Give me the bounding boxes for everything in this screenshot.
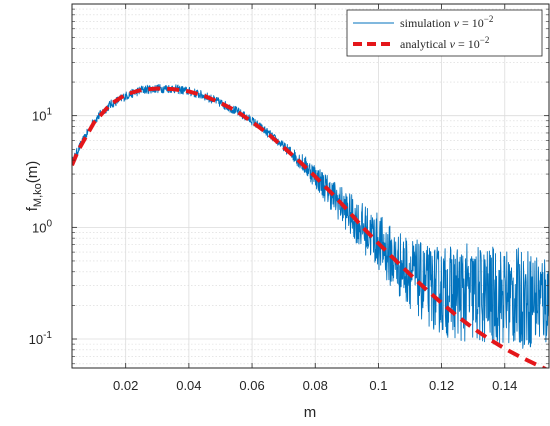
minor-grid	[72, 8, 549, 365]
tick-marks	[72, 4, 549, 368]
legend-entry-simulation: simulation ν = 10−2	[400, 14, 493, 30]
y-axis-label-suffix: (m)	[24, 161, 41, 184]
series-layer	[72, 83, 549, 368]
legend-entry-analytical: analytical ν = 10−2	[400, 35, 489, 51]
y-tick-label-exponent: -1	[43, 330, 52, 341]
x-tick-label: 0.08	[303, 378, 328, 393]
x-axis-label: m	[304, 404, 317, 421]
y-tick-label: 101	[32, 107, 52, 124]
x-tick-label: 0.14	[492, 378, 517, 393]
x-tick-labels: 0.02 0.04 0.06 0.08 0.1 0.12 0.14	[113, 378, 517, 393]
y-tick-label-base: 10	[32, 220, 46, 235]
y-tick-label-exponent: 1	[46, 107, 52, 118]
y-axis-label: fM,ko(m)	[24, 161, 44, 212]
y-axis-label-subscript: M,ko	[32, 183, 44, 207]
x-tick-label: 0.06	[239, 378, 264, 393]
x-tick-label: 0.1	[369, 378, 387, 393]
y-tick-label: 10-1	[29, 330, 53, 347]
y-tick-label: 100	[32, 218, 52, 235]
y-tick-label-exponent: 0	[46, 218, 52, 229]
x-tick-label: 0.12	[429, 378, 454, 393]
y-tick-label-base: 10	[29, 332, 43, 347]
x-tick-label: 0.04	[176, 378, 201, 393]
x-tick-label: 0.02	[113, 378, 138, 393]
plot-frame	[71, 3, 550, 369]
legend: simulation ν = 10−2 analytical ν = 10−2	[346, 9, 543, 57]
major-grid	[72, 4, 549, 368]
legend-box	[346, 9, 543, 57]
y-tick-label-base: 10	[32, 109, 46, 124]
y-axis-label-main: f	[24, 206, 41, 211]
